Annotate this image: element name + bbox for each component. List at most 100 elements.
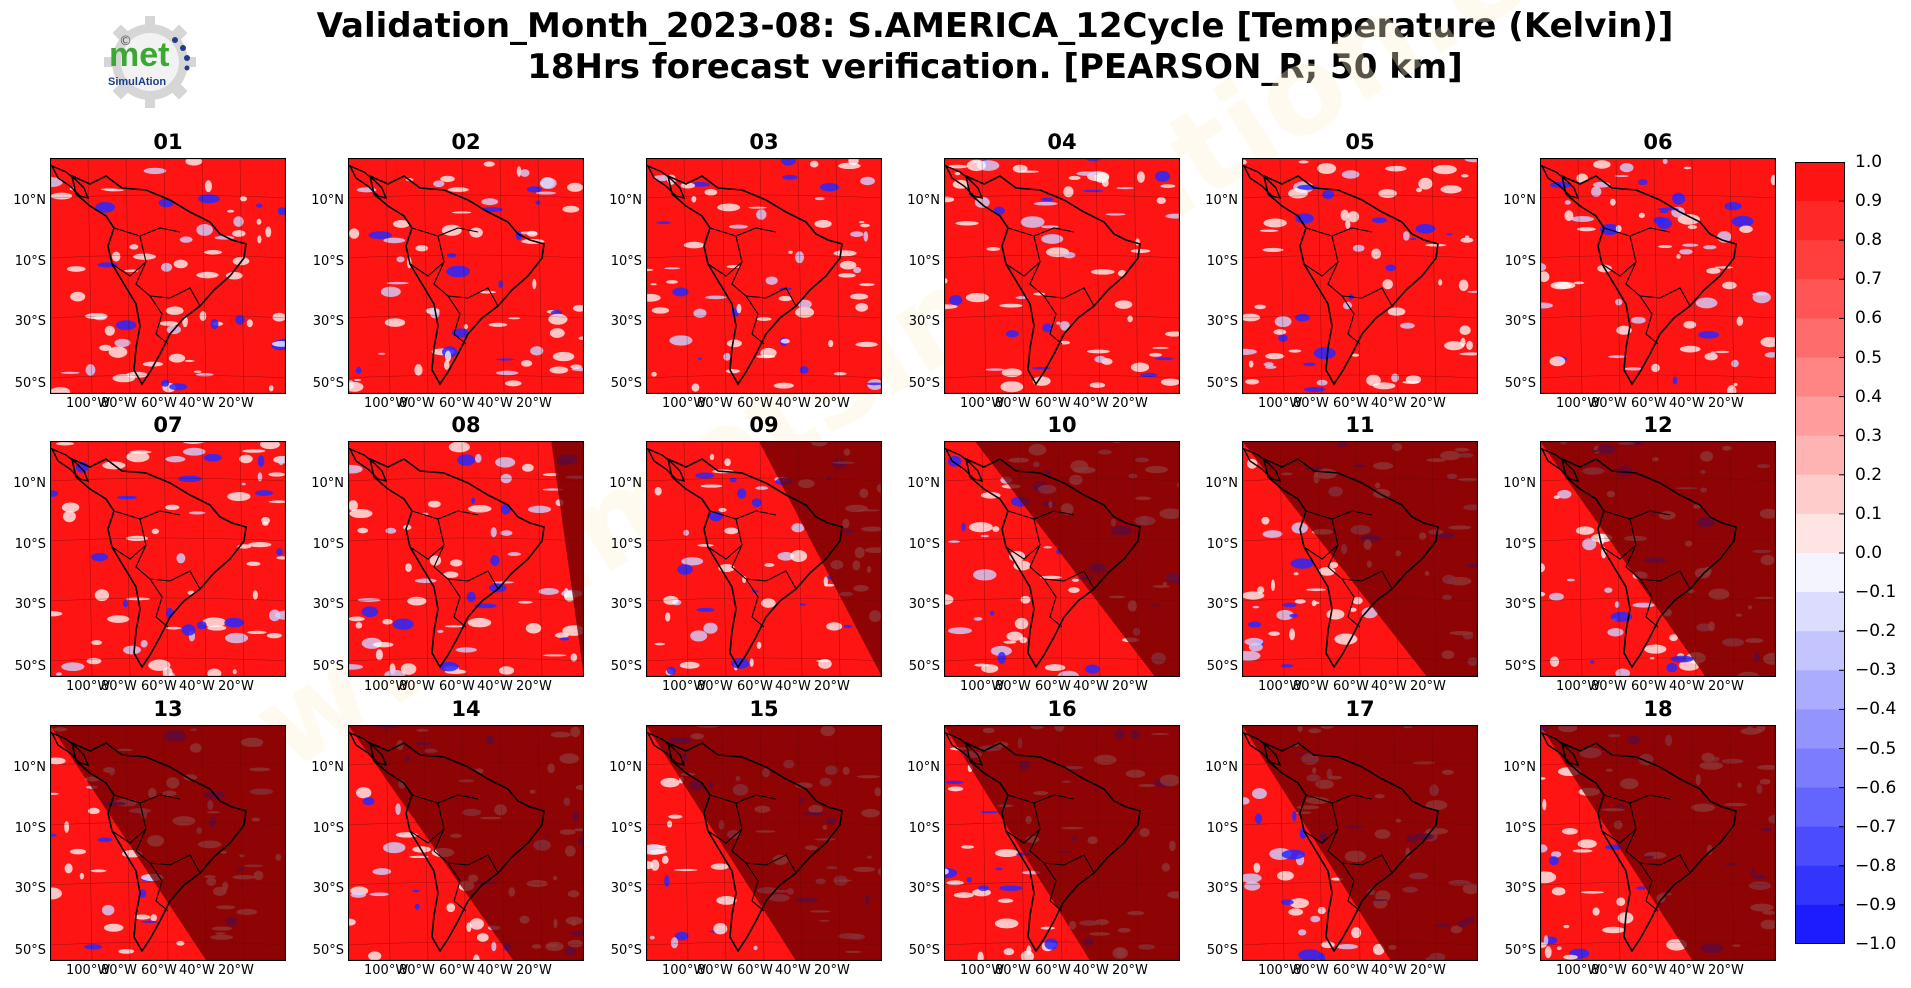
colorbar-bin [1795,240,1845,280]
colorbar-bin [1795,826,1845,867]
panel-title: 03 [749,130,779,154]
longitude-tick-label: 40°W [179,396,215,411]
panel-title: 01 [153,130,183,154]
map-panel: 10 10°N 10°S 30°S 50°S 100°W 80°W 60°W 40°W 20°W [907,413,1180,694]
longitude-tick-label: 100°W [960,679,1005,694]
gear-icon [104,16,196,108]
longitude-tick-label: 60°W [1035,963,1071,978]
map-panel: 16 10°N 10°S 30°S 50°S 100°W 80°W 60°W 40°W 20°W [907,697,1180,978]
latitude-tick-label: 50°S [14,659,46,674]
map-panel: 14 10°N 10°S 30°S 50°S 100°W 80°W 60°W 40°W 20°W [311,697,584,978]
map-panel: 13 10°N 10°S 30°S 50°S 100°W 80°W 60°W 40°W 20°W [13,697,286,978]
colorbar-tick-label: −0.4 [1855,699,1897,720]
colorbar-bin [1795,357,1845,398]
colorbar-tick-label: −0.9 [1855,894,1897,915]
longitude-tick-label: 80°W [995,396,1031,411]
longitude-tick-label: 80°W [995,963,1031,978]
latitude-tick-label: 50°S [610,376,642,391]
longitude-tick-label: 80°W [697,396,733,411]
longitude-tick-label: 100°W [66,963,111,978]
longitude-tick-label: 100°W [662,963,707,978]
latitude-tick-label: 10°N [13,193,46,208]
latitude-tick-label: 10°S [908,537,940,552]
longitude-tick-label: 40°W [1371,679,1407,694]
longitude-tick-label: 80°W [1591,963,1627,978]
longitude-tick-label: 80°W [1293,679,1329,694]
colorbar-bin [1795,201,1845,241]
map-canvas [348,158,584,394]
longitude-tick-label: 40°W [775,396,811,411]
longitude-tick-label: 80°W [697,679,733,694]
latitude-tick-label: 10°N [1205,476,1238,491]
longitude-tick-label: 60°W [1333,963,1369,978]
longitude-tick-label: 40°W [1669,396,1705,411]
longitude-tick-label: 40°W [1371,963,1407,978]
latitude-tick-label: 30°S [908,597,940,612]
map-panel: 15 10°N 10°S 30°S 50°S 100°W 80°W 60°W 40°W 20°W [609,697,882,978]
colorbar-tick-label: −0.1 [1855,582,1897,603]
longitude-tick-label: 20°W [1708,679,1744,694]
longitude-tick-label: 80°W [101,679,137,694]
longitude-tick-label: 20°W [218,963,254,978]
panel-title: 06 [1643,130,1673,154]
latitude-tick-label: 10°S [312,254,344,269]
latitude-tick-label: 10°S [14,821,46,836]
latitude-tick-label: 10°N [13,476,46,491]
latitude-tick-label: 30°S [908,881,940,896]
longitude-tick-label: 40°W [1669,679,1705,694]
longitude-tick-label: 80°W [399,396,435,411]
latitude-tick-label: 10°S [1504,821,1536,836]
longitude-tick-label: 20°W [218,679,254,694]
colorbar-tick-label: 1.0 [1855,152,1883,172]
longitude-tick-label: 40°W [1073,679,1109,694]
longitude-tick-label: 80°W [101,396,137,411]
latitude-tick-label: 30°S [610,314,642,329]
longitude-tick-label: 40°W [179,679,215,694]
longitude-tick-label: 20°W [814,679,850,694]
title-line-2: 18Hrs forecast verification. [PEARSON_R;… [527,47,1463,87]
map-panel: 11 10°N 10°S 30°S 50°S 100°W 80°W 60°W 40°W 20°W [1205,413,1478,694]
panel-title: 04 [1047,130,1077,154]
colorbar-tick-label: −0.3 [1855,660,1897,681]
colorbar-tick-label: 0.3 [1855,425,1883,446]
colorbar-bin [1795,513,1845,554]
longitude-tick-label: 60°W [1631,396,1667,411]
latitude-tick-label: 50°S [1206,659,1238,674]
latitude-tick-label: 50°S [14,376,46,391]
figure-title: Validation_Month_2023-08: S.AMERICA_12Cy… [200,6,1790,88]
latitude-tick-label: 10°S [1504,537,1536,552]
latitude-tick-label: 10°N [609,760,642,775]
latitude-tick-label: 10°N [907,760,940,775]
panel-title: 09 [749,413,779,437]
longitude-tick-label: 20°W [1708,963,1744,978]
colorbar-tick-label: 0.9 [1855,191,1883,212]
colorbar-bin [1795,904,1845,944]
logo-text-met: met [109,36,170,74]
map-panel: 07 10°N 10°S 30°S 50°S 100°W 80°W 60°W 40°W 20°W [13,413,286,694]
map-canvas [1540,441,1776,677]
colorbar-tick-label: 0.1 [1855,503,1883,524]
colorbar-tick-label: 0.0 [1855,543,1883,563]
colorbar-bin [1795,279,1845,319]
longitude-tick-label: 40°W [1073,396,1109,411]
latitude-tick-label: 30°S [312,314,344,329]
longitude-tick-label: 100°W [364,396,409,411]
colorbar-tick-label: 0.7 [1855,269,1883,290]
map-panel: 03 10°N 10°S 30°S 50°S 100°W 80°W 60°W 40°W 20°W [609,130,882,411]
latitude-tick-label: 10°S [312,537,344,552]
map-canvas [50,158,286,394]
longitude-tick-label: 20°W [1112,396,1148,411]
met-simulation-logo: © met SimulAtion [95,10,205,114]
panel-title: 05 [1345,130,1375,154]
latitude-tick-label: 10°N [1503,760,1536,775]
longitude-tick-label: 100°W [1556,396,1601,411]
latitude-tick-label: 30°S [14,314,46,329]
latitude-tick-label: 10°S [14,254,46,269]
panel-title: 15 [749,697,779,721]
latitude-tick-label: 10°N [1503,193,1536,208]
latitude-tick-label: 10°N [907,476,940,491]
latitude-tick-label: 30°S [14,597,46,612]
map-panel: 08 10°N 10°S 30°S 50°S 100°W 80°W 60°W 40°W 20°W [311,413,584,694]
colorbar-bin [1795,162,1845,202]
